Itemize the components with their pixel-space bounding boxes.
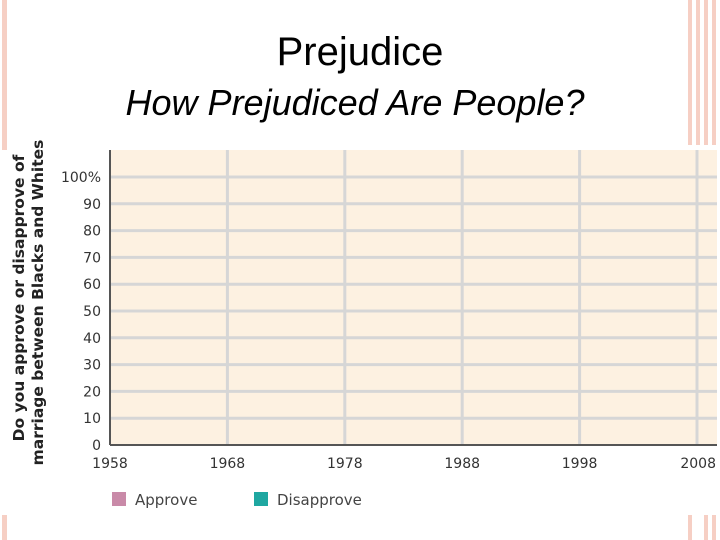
left-border-stripe — [2, 0, 7, 150]
y-axis-label-line-1: Do you approve or disapprove of — [10, 154, 28, 441]
plot-background — [110, 150, 717, 445]
y-tick-label: 80 — [83, 224, 101, 240]
slide-title: Prejudice — [276, 30, 444, 74]
slide-subtitle: How Prejudiced Are People? — [125, 82, 585, 123]
legend-swatch-disapprove — [254, 492, 268, 506]
legend-label-approve: Approve — [135, 491, 198, 509]
right-border-stripe-4 — [712, 0, 716, 145]
right-border-stripe-1 — [688, 0, 692, 145]
y-tick-label: 100% — [61, 170, 101, 186]
right-border-stripe-6 — [704, 515, 708, 540]
y-tick-label: 0 — [92, 438, 101, 454]
y-tick-label: 70 — [83, 250, 101, 266]
x-tick-label: 1968 — [210, 456, 246, 472]
legend-label-disapprove: Disapprove — [277, 491, 362, 509]
y-tick-label: 10 — [83, 411, 101, 427]
x-tick-label: 1988 — [444, 456, 480, 472]
right-border-stripe-3 — [704, 0, 708, 145]
right-border-stripe-2 — [696, 0, 700, 145]
y-tick-label: 50 — [83, 304, 101, 320]
x-tick-labels: 1958 1968 1978 1988 1998 2008 — [92, 456, 716, 472]
x-tick-label: 2008 — [680, 456, 716, 472]
legend-swatch-approve — [112, 492, 126, 506]
chart: 0 10 20 30 40 50 60 70 80 90 100% 1958 1968 1978 1988… — [10, 140, 717, 472]
y-tick-label: 60 — [83, 277, 101, 293]
right-border-stripe-5 — [688, 515, 692, 540]
left-border-stripe-bottom — [2, 515, 7, 540]
x-tick-label: 1978 — [327, 456, 363, 472]
y-tick-label: 30 — [83, 358, 101, 374]
x-tick-label: 1958 — [92, 456, 128, 472]
y-axis-label-line-2: marriage between Blacks and Whites? — [29, 140, 47, 465]
right-border-stripe-7 — [712, 515, 716, 540]
y-tick-label: 40 — [83, 331, 101, 347]
y-tick-label: 20 — [83, 384, 101, 400]
y-tick-labels: 0 10 20 30 40 50 60 70 80 90 100% — [61, 170, 101, 454]
vertical-gridlines — [225, 150, 699, 445]
x-tick-label: 1998 — [562, 456, 598, 472]
horizontal-gridlines — [110, 175, 717, 420]
y-tick-label: 90 — [83, 197, 101, 213]
